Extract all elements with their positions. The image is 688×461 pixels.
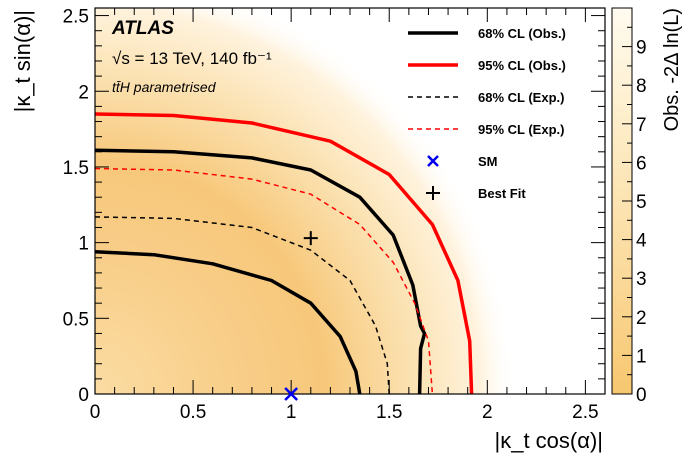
contour-layer bbox=[95, 112, 474, 394]
marker-layer bbox=[284, 231, 318, 401]
contour-3-segment-1 bbox=[95, 216, 390, 394]
colorbar-tick-label: 7 bbox=[636, 115, 647, 136]
legend-label-6: Best Fit bbox=[478, 186, 526, 201]
colorbar-tick-label: 0 bbox=[636, 385, 647, 406]
best-fit-point bbox=[303, 231, 318, 246]
contour-1-segment-2 bbox=[95, 148, 427, 394]
colorbar-tick-label: 6 bbox=[636, 153, 647, 174]
legend-bestfit-marker bbox=[426, 186, 440, 200]
colorbar-tick-label: 3 bbox=[636, 269, 647, 290]
x-axis-title: |κ_t cos(α)| bbox=[495, 428, 604, 453]
colorbar-tick-label: 5 bbox=[636, 192, 647, 213]
y-tick-label: 2 bbox=[78, 82, 89, 103]
colorbar-axis: 0 1 2 3 4 5 6 7 8 9 bbox=[622, 7, 647, 406]
contour-4-segment-1 bbox=[95, 167, 434, 394]
colorbar-tick-label: 2 bbox=[636, 308, 647, 329]
parametrisation-label: tt̄H parametrised bbox=[112, 79, 217, 95]
contour-2-segment-1 bbox=[95, 112, 474, 394]
y-tick-label: 1 bbox=[78, 234, 89, 255]
contour-1-segment-1 bbox=[95, 249, 362, 394]
colorbar-tick-label: 8 bbox=[636, 76, 647, 97]
x-axis: 0 0.5 1 1.5 2 2.5 bbox=[90, 8, 606, 423]
sm-point bbox=[284, 387, 299, 401]
x-tick-label: 0.5 bbox=[180, 402, 206, 423]
legend: 68% CL (Obs.) 95% CL (Obs.) 68% CL (Exp.) 9… bbox=[408, 26, 566, 201]
legend-sm-marker bbox=[427, 155, 439, 167]
colorbar-tick-label: 4 bbox=[636, 231, 647, 252]
likelihood-heatmap bbox=[95, 8, 605, 394]
legend-label-3: 68% CL (Exp.) bbox=[478, 90, 564, 105]
legend-label-4: 95% CL (Exp.) bbox=[478, 122, 564, 137]
y-axis: 0 0.5 1 1.5 2 2.5 bbox=[63, 7, 605, 406]
x-tick-label: 1 bbox=[286, 402, 297, 423]
y-tick-label: 1.5 bbox=[63, 158, 89, 179]
y-tick-label: 0 bbox=[78, 385, 89, 406]
y-tick-label: 2.5 bbox=[63, 7, 89, 28]
y-tick-label: 0.5 bbox=[63, 309, 89, 330]
legend-label-1: 68% CL (Obs.) bbox=[478, 26, 566, 41]
experiment-label: ATLAS bbox=[111, 18, 174, 39]
colorbar-title: Obs. -2Δ ln(L) bbox=[661, 8, 683, 131]
x-tick-label: 1.5 bbox=[376, 402, 402, 423]
colorbar-tick-label: 9 bbox=[636, 38, 647, 59]
x-tick-label: 2.5 bbox=[572, 402, 598, 423]
colorbar-tick-label: 1 bbox=[636, 346, 647, 367]
energy-label: √s = 13 TeV, 140 fb⁻¹ bbox=[112, 49, 272, 68]
legend-label-5: SM bbox=[478, 154, 498, 169]
y-axis-title: |κ_t sin(α)| bbox=[10, 10, 35, 112]
legend-label-2: 95% CL (Obs.) bbox=[478, 58, 566, 73]
x-tick-label: 0 bbox=[90, 402, 101, 423]
x-tick-label: 2 bbox=[482, 402, 493, 423]
